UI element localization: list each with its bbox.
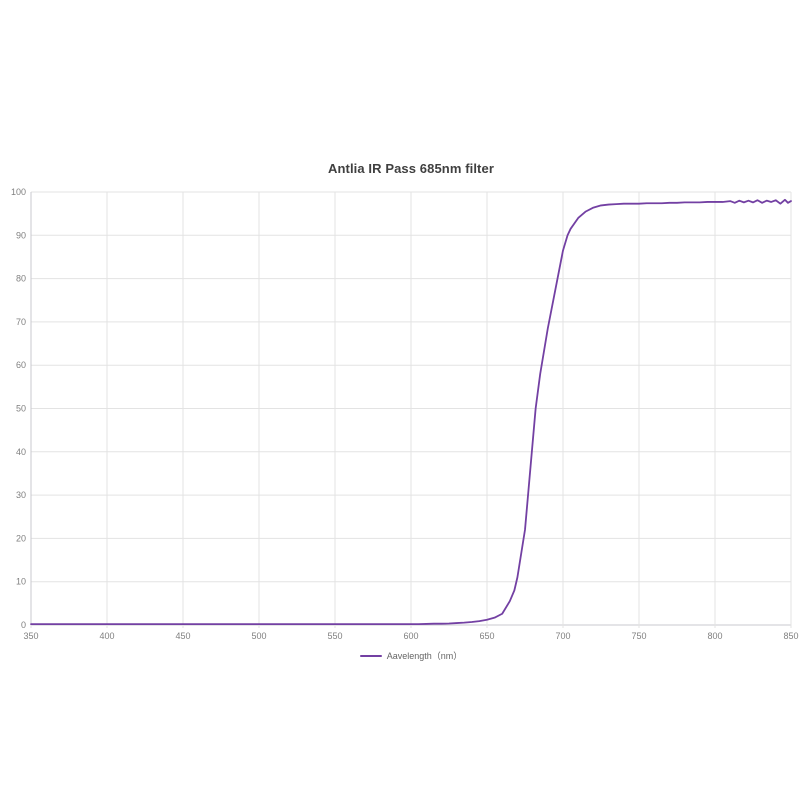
x-tick-label: 600 [403,631,418,641]
legend-line-marker [359,654,382,657]
x-tick-label: 750 [631,631,646,641]
y-tick-label: 30 [16,490,26,500]
y-tick-label: 60 [16,360,26,370]
chart-title: Antlia IR Pass 685nm filter [328,161,494,176]
y-tick-label: 100 [11,187,26,197]
y-tick-label: 10 [16,577,26,587]
x-tick-label: 550 [327,631,342,641]
y-tick-label: 20 [16,533,26,543]
y-tick-label: 90 [16,230,26,240]
y-tick-label: 0 [21,620,26,630]
x-tick-label: 350 [23,631,38,641]
y-tick-label: 80 [16,274,26,284]
x-tick-label: 650 [479,631,494,641]
y-tick-label: 40 [16,447,26,457]
x-tick-label: 400 [99,631,114,641]
legend-series-label: Aavelength（nm） [386,651,463,661]
legend: Aavelength（nm） [31,649,791,662]
y-tick-label: 70 [16,317,26,327]
x-tick-label: 500 [251,631,266,641]
x-tick-label: 700 [555,631,570,641]
y-tick-label: 50 [16,404,26,414]
series-line [30,198,792,626]
x-tick-label: 850 [783,631,798,641]
x-tick-label: 800 [707,631,722,641]
x-tick-label: 450 [175,631,190,641]
